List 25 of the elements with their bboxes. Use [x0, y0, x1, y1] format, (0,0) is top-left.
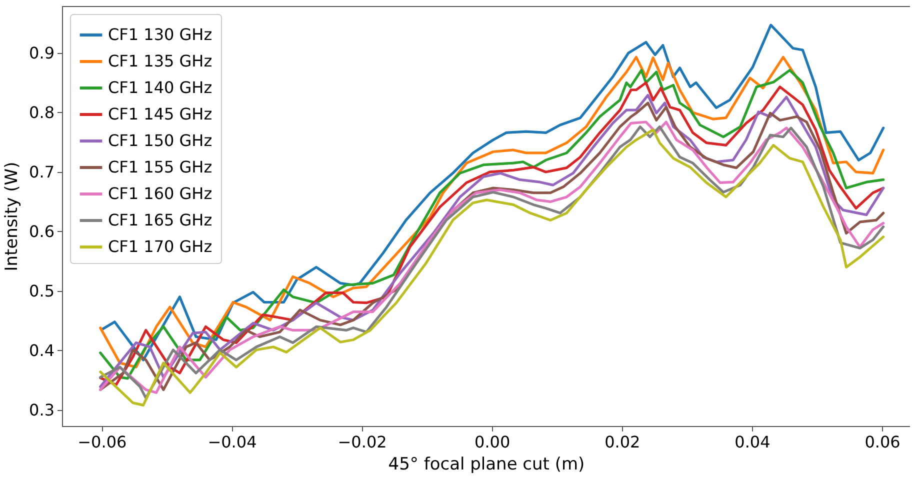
x-tick-label: −0.04	[208, 432, 257, 452]
legend-label: CF1 135 GHz	[108, 52, 212, 70]
y-tick-label: 0.9	[29, 43, 54, 62]
legend-label: CF1 145 GHz	[108, 104, 212, 124]
x-tick-label: 0.00	[474, 432, 510, 452]
x-tick-label: 0.04	[734, 432, 770, 452]
legend-label: CF1 150 GHz	[108, 131, 212, 150]
y-tick-label: 0.4	[29, 340, 54, 360]
y-tick-label: 0.3	[29, 400, 54, 420]
legend-label: CF1 155 GHz	[108, 158, 212, 176]
x-tick-label: −0.02	[338, 432, 387, 452]
x-tick-label: −0.06	[78, 432, 127, 452]
x-axis-title: 45° focal plane cut (m)	[388, 454, 585, 474]
legend-label: CF1 160 GHz	[108, 184, 212, 203]
x-tick-label: 0.02	[604, 432, 640, 452]
x-tick-label: 0.06	[864, 432, 900, 452]
y-axis-title: Intensity (W)	[2, 162, 22, 272]
y-tick-label: 0.6	[29, 222, 54, 241]
y-tick-label: 0.8	[29, 102, 54, 122]
y-tick-label: 0.7	[29, 162, 54, 182]
y-tick-label: 0.5	[29, 281, 54, 300]
legend-label: CF1 130 GHz	[108, 25, 212, 44]
legend-label: CF1 165 GHz	[108, 210, 212, 230]
legend-label: CF1 140 GHz	[108, 78, 212, 97]
legend-label: CF1 170 GHz	[108, 237, 212, 256]
